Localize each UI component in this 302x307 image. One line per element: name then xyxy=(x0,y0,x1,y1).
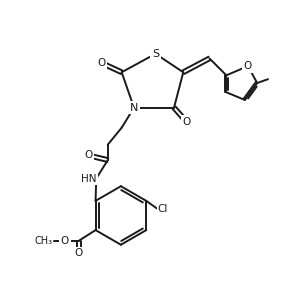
Text: O: O xyxy=(85,150,93,161)
Text: O: O xyxy=(98,58,106,68)
Text: O: O xyxy=(61,236,69,246)
Text: O: O xyxy=(182,117,191,126)
Text: O: O xyxy=(244,61,252,71)
Text: Cl: Cl xyxy=(158,204,168,214)
Text: CH₃: CH₃ xyxy=(34,236,53,246)
Text: O: O xyxy=(75,248,83,258)
Text: HN: HN xyxy=(81,173,96,184)
Text: S: S xyxy=(152,49,159,59)
Text: N: N xyxy=(130,103,138,113)
